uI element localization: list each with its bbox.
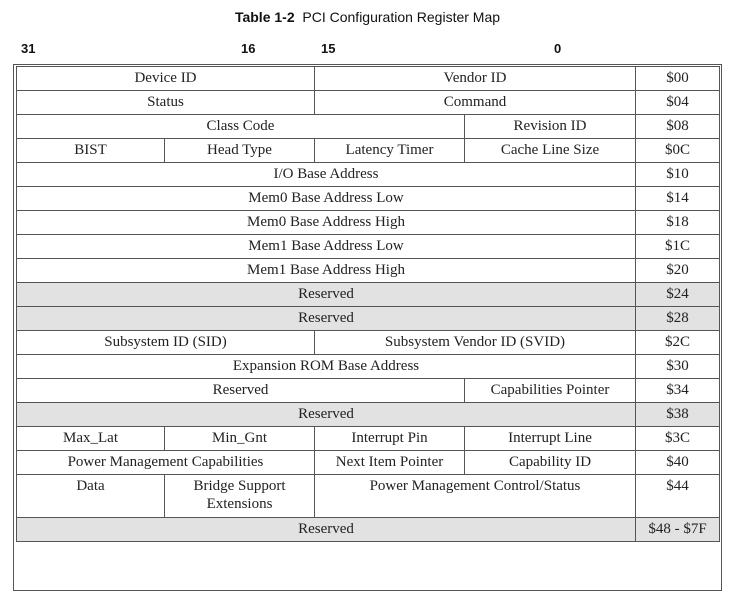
offset-cell: $1C (635, 234, 720, 259)
mem0-base-low-cell: Mem0 Base Address Low (16, 186, 636, 211)
table-row: BIST Head Type Latency Timer Cache Line … (16, 138, 720, 163)
reserved-cell: Reserved (16, 378, 465, 403)
bit-16-label: 16 (241, 41, 256, 56)
device-id-cell: Device ID (16, 66, 315, 91)
offset-cell: $04 (635, 90, 720, 115)
table-row: Mem0 Base Address High $18 (16, 210, 720, 235)
table-row: Mem1 Base Address Low $1C (16, 234, 720, 259)
mem1-base-low-cell: Mem1 Base Address Low (16, 234, 636, 259)
mem0-base-high-cell: Mem0 Base Address High (16, 210, 636, 235)
subsystem-vendor-id-cell: Subsystem Vendor ID (SVID) (314, 330, 636, 355)
min-gnt-cell: Min_Gnt (164, 426, 315, 451)
table-row: I/O Base Address $10 (16, 162, 720, 187)
table-row: Class Code Revision ID $08 (16, 114, 720, 139)
bridge-support-extensions-cell: Bridge Support Extensions (164, 474, 315, 518)
table-row: Mem1 Base Address High $20 (16, 258, 720, 283)
next-item-pointer-cell: Next Item Pointer (314, 450, 465, 475)
table-row: Expansion ROM Base Address $30 (16, 354, 720, 379)
bit-position-header: 31 16 15 0 (0, 41, 735, 59)
table-row: Subsystem ID (SID) Subsystem Vendor ID (… (16, 330, 720, 355)
revision-id-cell: Revision ID (464, 114, 636, 139)
table-row: Data Bridge Support Extensions Power Man… (16, 474, 720, 518)
bist-cell: BIST (16, 138, 165, 163)
power-management-capabilities-cell: Power Management Capabilities (16, 450, 315, 475)
offset-cell: $28 (635, 306, 720, 331)
expansion-rom-base-cell: Expansion ROM Base Address (16, 354, 636, 379)
reserved-cell: Reserved (16, 282, 636, 307)
table-row: Reserved $38 (16, 402, 720, 427)
offset-cell: $14 (635, 186, 720, 211)
subsystem-id-cell: Subsystem ID (SID) (16, 330, 315, 355)
offset-cell: $34 (635, 378, 720, 403)
latency-timer-cell: Latency Timer (314, 138, 465, 163)
class-code-cell: Class Code (16, 114, 465, 139)
table-row: Reserved $48 - $7F (16, 517, 720, 542)
table-row: Reserved Capabilities Pointer $34 (16, 378, 720, 403)
interrupt-line-cell: Interrupt Line (464, 426, 636, 451)
bit-31-label: 31 (21, 41, 36, 56)
table-row: Reserved $24 (16, 282, 720, 307)
table-row: Reserved $28 (16, 306, 720, 331)
reserved-cell: Reserved (16, 402, 636, 427)
command-cell: Command (314, 90, 636, 115)
interrupt-pin-cell: Interrupt Pin (314, 426, 465, 451)
offset-cell: $2C (635, 330, 720, 355)
register-map-table: Device ID Vendor ID $00 Status Command $… (16, 66, 720, 542)
offset-cell: $3C (635, 426, 720, 451)
mem1-base-high-cell: Mem1 Base Address High (16, 258, 636, 283)
status-cell: Status (16, 90, 315, 115)
offset-cell: $24 (635, 282, 720, 307)
table-caption: Table 1-2 PCI Configuration Register Map (0, 9, 735, 25)
table-row: Max_Lat Min_Gnt Interrupt Pin Interrupt … (16, 426, 720, 451)
bit-15-label: 15 (321, 41, 336, 56)
head-type-cell: Head Type (164, 138, 315, 163)
offset-cell: $08 (635, 114, 720, 139)
offset-cell: $18 (635, 210, 720, 235)
vendor-id-cell: Vendor ID (314, 66, 636, 91)
table-row: Power Management Capabilities Next Item … (16, 450, 720, 475)
cache-line-size-cell: Cache Line Size (464, 138, 636, 163)
offset-cell: $30 (635, 354, 720, 379)
pm-control-status-cell: Power Management Control/Status (314, 474, 636, 518)
offset-cell: $10 (635, 162, 720, 187)
data-cell: Data (16, 474, 165, 518)
bit-0-label: 0 (554, 41, 562, 56)
offset-cell: $38 (635, 402, 720, 427)
offset-cell: $0C (635, 138, 720, 163)
io-base-address-cell: I/O Base Address (16, 162, 636, 187)
capability-id-cell: Capability ID (464, 450, 636, 475)
table-row: Mem0 Base Address Low $14 (16, 186, 720, 211)
table-row: Status Command $04 (16, 90, 720, 115)
offset-cell: $20 (635, 258, 720, 283)
reserved-cell: Reserved (16, 517, 636, 542)
capabilities-pointer-cell: Capabilities Pointer (464, 378, 636, 403)
table-frame (13, 64, 722, 591)
table-row: Device ID Vendor ID $00 (16, 66, 720, 91)
offset-cell: $00 (635, 66, 720, 91)
offset-cell: $40 (635, 450, 720, 475)
offset-range-cell: $48 - $7F (635, 517, 720, 542)
reserved-cell: Reserved (16, 306, 636, 331)
max-lat-cell: Max_Lat (16, 426, 165, 451)
offset-cell: $44 (635, 474, 720, 518)
table-title: PCI Configuration Register Map (302, 9, 501, 25)
table-number: Table 1-2 (234, 9, 295, 25)
